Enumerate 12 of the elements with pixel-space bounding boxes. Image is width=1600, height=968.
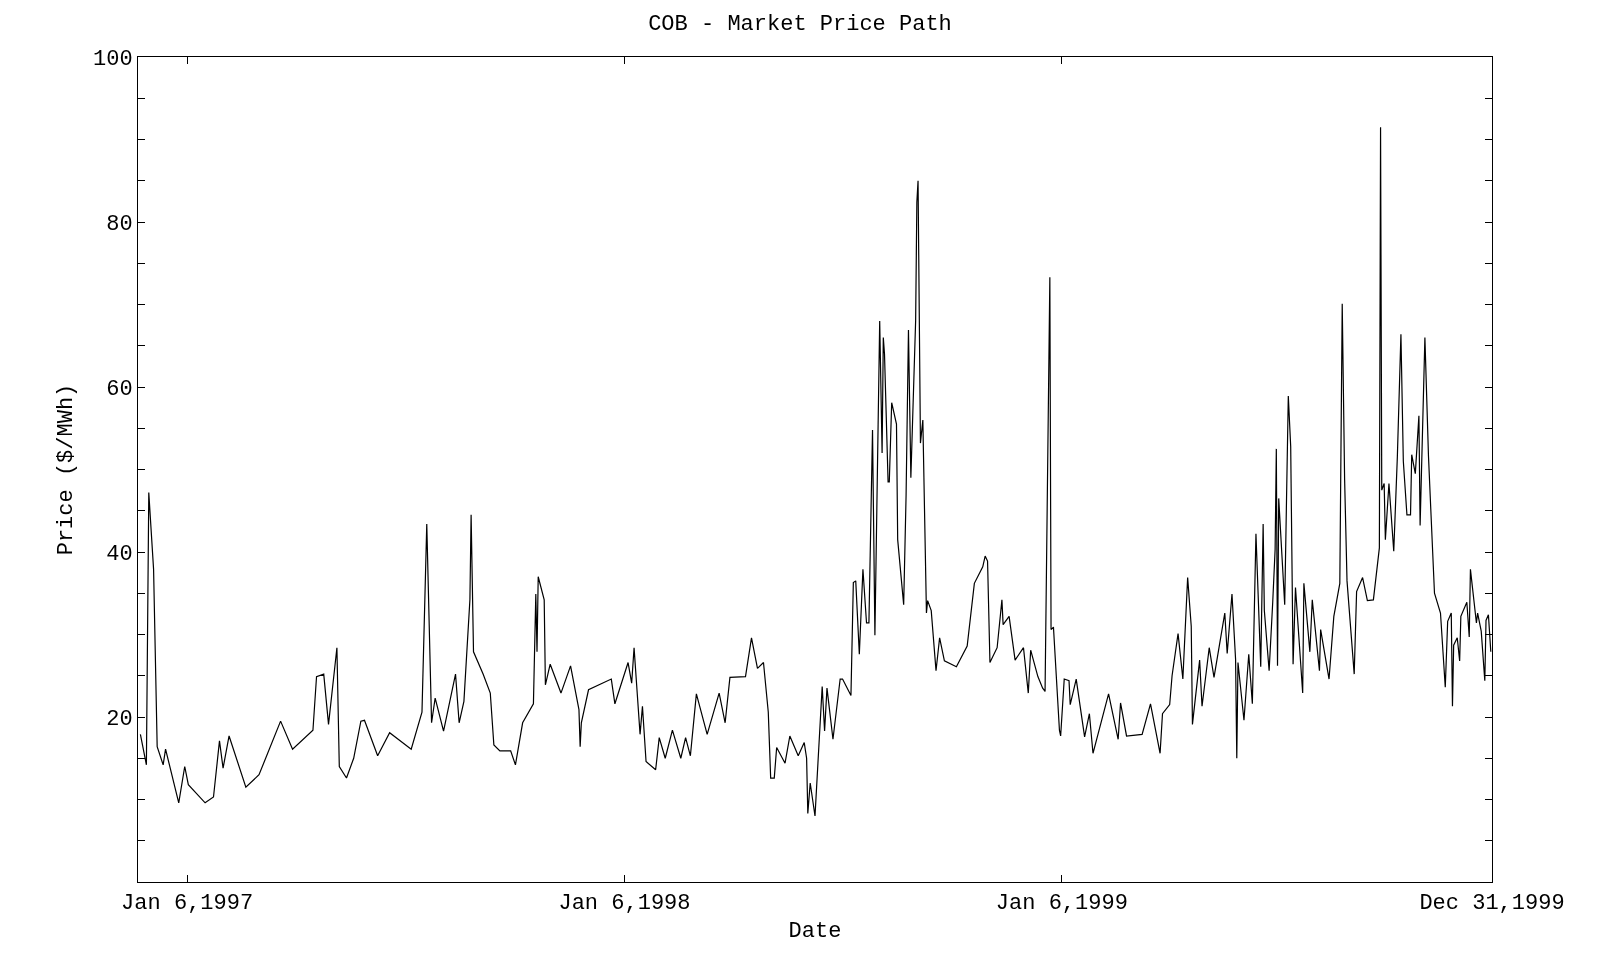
x-tick-label: Jan 6,1998 (558, 891, 691, 917)
y-tick-label: 20 (106, 706, 133, 732)
y-tick-label: 100 (92, 46, 133, 72)
y-axis-title: Price ($/MWh) (53, 383, 79, 556)
y-tick-label: 60 (106, 376, 133, 402)
x-axis-title: Date (788, 919, 842, 945)
x-tick-label: Dec 31,1999 (1419, 891, 1565, 917)
x-tick-label: Jan 6,1997 (121, 891, 254, 917)
y-tick-label: 80 (106, 211, 133, 237)
chart-title: COB - Market Price Path (648, 11, 952, 37)
x-tick-label: Jan 6,1999 (995, 891, 1128, 917)
y-tick-label: 40 (106, 541, 133, 567)
